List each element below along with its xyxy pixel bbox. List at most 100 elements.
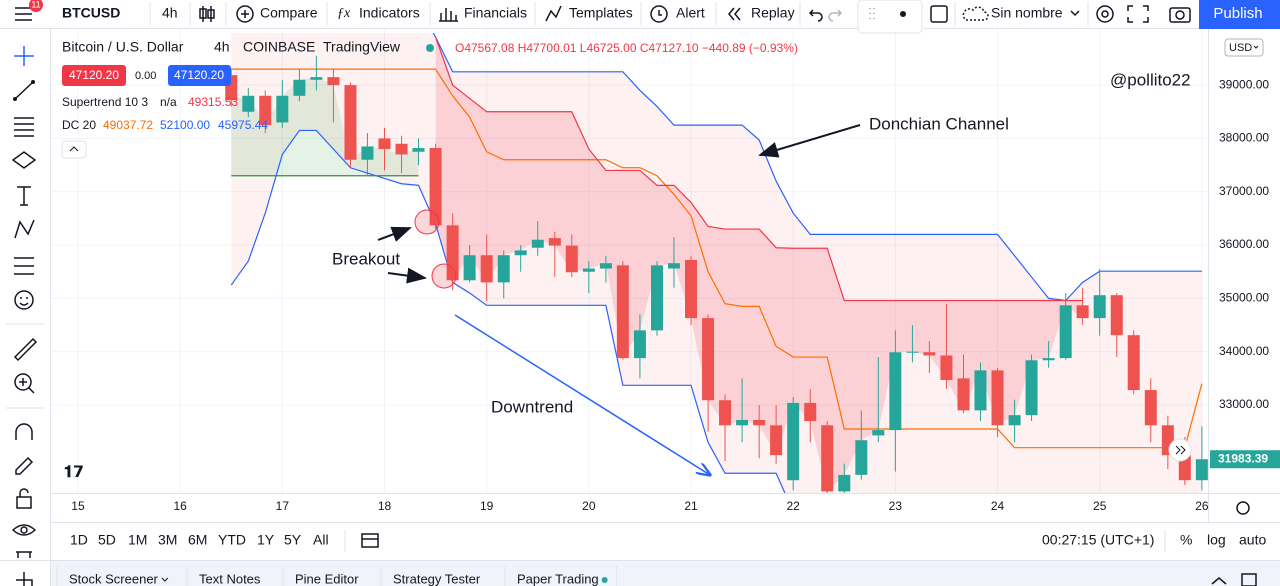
range-button[interactable]: 1M [128, 532, 147, 548]
candle-body [497, 255, 510, 283]
x-tick-label: 15 [71, 499, 85, 513]
percent[interactable]: % [1180, 532, 1192, 548]
chart-style[interactable] [199, 6, 215, 22]
range-button[interactable]: 1D [70, 532, 88, 548]
candle-body [855, 440, 868, 475]
candle-body [616, 265, 629, 359]
buy-button[interactable] [168, 65, 231, 86]
publish-label[interactable]: Publish [1213, 5, 1262, 22]
range-button[interactable]: All [313, 532, 329, 548]
top-toolbar: 11 BTCUSD 4h Compare ƒx Indicators Finan… [0, 0, 1280, 34]
currency[interactable]: USD [1229, 42, 1252, 54]
indicator-line [432, 33, 1202, 302]
compare[interactable]: Compare [260, 5, 318, 21]
range-button[interactable]: 1Y [257, 532, 275, 548]
candle-body [923, 352, 936, 356]
indicator-line [230, 129, 786, 493]
candle-body [1042, 358, 1055, 361]
sell-price[interactable]: 47120.20 [69, 68, 119, 82]
range-button[interactable]: 3M [158, 532, 177, 548]
dropdown [161, 577, 169, 582]
candle-body [889, 352, 902, 431]
candle-body [753, 419, 766, 426]
x-tick-label: 24 [991, 499, 1005, 513]
auto[interactable]: auto [1239, 532, 1266, 548]
candle-body [957, 378, 970, 411]
tab[interactable]: Text Notes [199, 571, 261, 586]
dc-name: DC 20 [62, 118, 96, 132]
candle-body [633, 330, 646, 359]
breakout-label: Breakout [332, 249, 400, 268]
y-tick-label: 34000.00 [1219, 344, 1269, 358]
area-fill [435, 37, 1083, 492]
badge-count: 11 [31, 0, 40, 9]
x-tick-label: 18 [378, 499, 392, 513]
candle-body [412, 148, 425, 152]
x-tick-label: 21 [684, 499, 698, 513]
sell-button[interactable] [62, 65, 126, 86]
x-tick-label: 25 [1093, 499, 1107, 513]
candle-body [685, 260, 698, 319]
candle-body [770, 425, 783, 456]
grid [51, 29, 1208, 493]
y-tick-label: 39000.00 [1219, 77, 1269, 91]
publish-button[interactable] [1199, 0, 1280, 29]
symbol[interactable]: BTCUSD [62, 5, 120, 21]
collapse-button[interactable] [61, 140, 87, 159]
candle-body [565, 245, 578, 273]
exchange: COINBASE [243, 39, 315, 55]
tab[interactable]: Paper Trading [517, 571, 599, 586]
supertrend-na: n/a [160, 95, 177, 109]
layout-name[interactable]: Sin nombre [991, 5, 1063, 21]
candle-body [293, 79, 306, 96]
candle-body [974, 370, 987, 411]
fx-icon: ƒx [337, 6, 351, 21]
candle-body [838, 474, 851, 492]
candle-body [650, 265, 663, 331]
candle-body [463, 255, 476, 281]
alert[interactable]: Alert [676, 5, 705, 21]
annotations: @pollito22 Donchian Channel Breakout Dow… [64, 70, 1192, 481]
author: @pollito22 [1110, 70, 1191, 89]
interval[interactable]: 4h [162, 5, 178, 21]
candle-body [361, 146, 374, 160]
templates[interactable]: Templates [569, 5, 633, 21]
candle-body [599, 263, 612, 269]
settings[interactable] [1236, 501, 1250, 515]
supertrend-value: 49315.53 [188, 95, 238, 109]
y-tick-label: 36000.00 [1219, 237, 1269, 251]
range-button[interactable]: 5Y [284, 532, 302, 548]
tab[interactable]: Strategy Tester [393, 571, 481, 586]
candle-body [344, 85, 357, 160]
supertrend-name: Supertrend 10 3 [62, 95, 148, 109]
financials[interactable]: Financials [464, 5, 527, 21]
clock: 00:27:15 (UTC+1) [1042, 532, 1154, 548]
buy-price[interactable]: 47120.20 [174, 68, 224, 82]
y-tick-label: 35000.00 [1219, 291, 1269, 305]
legend: Bitcoin / U.S. Dollar 4h COINBASE Tradin… [61, 39, 798, 159]
tab[interactable]: Pine Editor [295, 571, 359, 586]
candle-body [276, 95, 289, 123]
log[interactable]: log [1207, 532, 1226, 548]
candle-body [991, 370, 1004, 426]
candle-body [787, 402, 800, 481]
plot [225, 33, 1208, 493]
candle-body [804, 402, 817, 422]
badge [29, 0, 43, 12]
indicators[interactable]: Indicators [359, 5, 420, 21]
menu-button[interactable] [15, 7, 32, 21]
range-button[interactable]: 5D [98, 532, 116, 548]
candle-body [1110, 295, 1123, 336]
downtrend-label: Downtrend [491, 397, 573, 416]
candle-body [582, 268, 595, 272]
candle-body [1093, 295, 1106, 319]
candle-body [1127, 335, 1140, 391]
tab[interactable]: Stock Screener [69, 571, 159, 586]
x-tick-label: 19 [480, 499, 494, 513]
replay[interactable]: Replay [751, 5, 795, 21]
range-button[interactable]: 6M [188, 532, 207, 548]
range-button[interactable]: YTD [218, 532, 246, 548]
currency-button[interactable] [1224, 38, 1264, 57]
